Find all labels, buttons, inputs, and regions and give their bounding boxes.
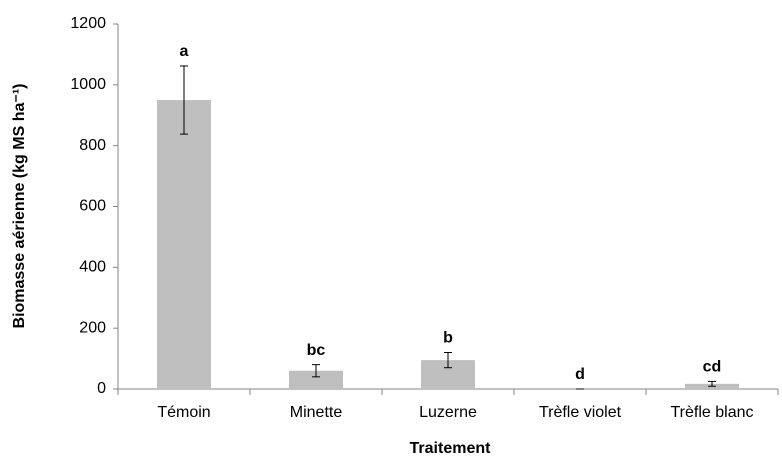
annotation: a (180, 43, 189, 60)
y-tick-label: 0 (97, 380, 106, 397)
error-bar (444, 352, 452, 369)
x-tick-label: Minette (290, 404, 343, 421)
y-tick-label: 800 (79, 137, 106, 154)
annotation: cd (703, 359, 722, 376)
annotation: bc (307, 342, 326, 359)
x-tick-label: Trèfle violet (539, 404, 622, 421)
annotation: b (443, 330, 453, 347)
y-tick-label: 1200 (70, 15, 106, 32)
y-tick-label: 400 (79, 259, 106, 276)
y-tick-label: 1000 (70, 76, 106, 93)
error-bar (180, 65, 188, 135)
y-tick-label: 600 (79, 198, 106, 215)
x-tick-label: Trèfle blanc (671, 404, 754, 421)
x-tick-label: Témoin (157, 404, 210, 421)
x-axis-label: Traitement (410, 440, 492, 457)
bar (157, 100, 211, 390)
y-tick-label: 200 (79, 319, 106, 336)
bar (289, 370, 343, 389)
error-bar (312, 364, 320, 378)
error-bar (708, 380, 716, 387)
y-axis-label: Biomasse aérienne (kg MS ha⁻¹) (11, 84, 28, 329)
annotation: d (575, 366, 585, 383)
x-tick-label: Luzerne (419, 404, 477, 421)
